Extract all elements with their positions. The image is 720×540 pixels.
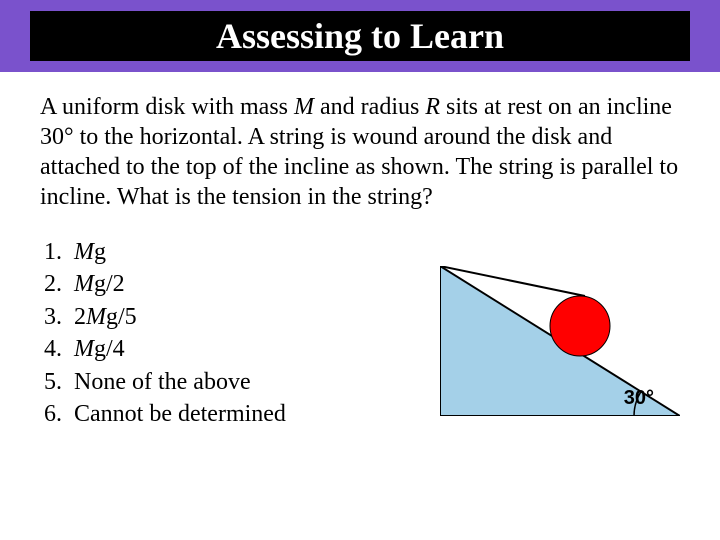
slide-header: Assessing to Learn: [0, 0, 720, 72]
ans-suf: g/4: [94, 336, 125, 362]
ans-suf: g/2: [94, 271, 125, 297]
question-text: A uniform disk with mass M and radius R …: [40, 92, 680, 212]
incline-diagram: 30°: [440, 266, 680, 416]
ans-var: M: [74, 271, 94, 297]
angle-label: 30°: [624, 387, 654, 410]
list-item: Cannot be determined: [68, 398, 286, 430]
list-item: 2Mg/5: [68, 301, 286, 333]
ans-suf: g: [94, 239, 106, 265]
ans-var: M: [74, 336, 94, 362]
q-var-m: M: [294, 94, 314, 120]
list-item: None of the above: [68, 366, 286, 398]
ans-var: M: [74, 239, 94, 265]
slide-content: A uniform disk with mass M and radius R …: [0, 72, 720, 430]
ans-pre: Cannot be determined: [74, 401, 286, 427]
answer-list: Mg Mg/2 2Mg/5 Mg/4 None of the above Can…: [40, 236, 286, 430]
list-item: Mg/4: [68, 333, 286, 365]
slide-title: Assessing to Learn: [30, 11, 690, 61]
q-var-r: R: [425, 94, 440, 120]
ans-var: M: [86, 304, 106, 330]
ans-pre: None of the above: [74, 369, 251, 395]
list-item: Mg: [68, 236, 286, 268]
q-pre: A uniform disk with mass: [40, 94, 294, 120]
answers-row: Mg Mg/2 2Mg/5 Mg/4 None of the above Can…: [40, 236, 680, 430]
list-item: Mg/2: [68, 268, 286, 300]
ans-pre: 2: [74, 304, 86, 330]
q-mid1: and radius: [314, 94, 425, 120]
ans-suf: g/5: [106, 304, 137, 330]
